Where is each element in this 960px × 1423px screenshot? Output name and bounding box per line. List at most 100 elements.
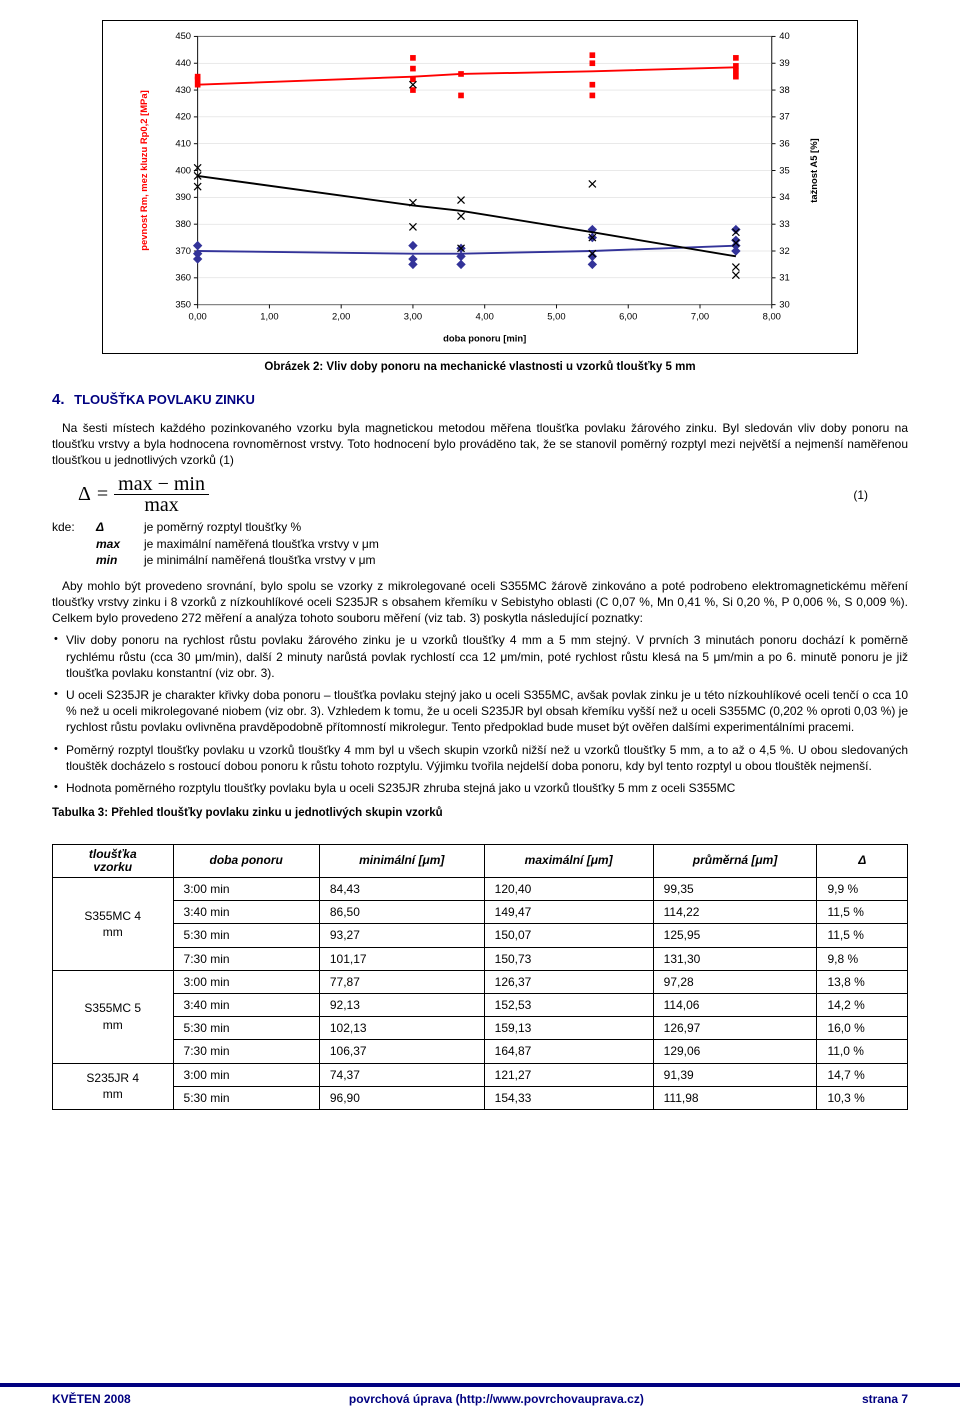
- table-row: 7:30 min106,37164,87129,0611,0 %: [53, 1040, 908, 1063]
- table-cell: 126,97: [653, 1017, 817, 1040]
- paragraph-intro: Na šesti místech každého pozinkovaného v…: [52, 420, 908, 469]
- def-kde: kde:: [52, 519, 88, 535]
- finding-item: Hodnota poměrného rozptylu tloušťky povl…: [52, 780, 908, 796]
- table-cell: 114,06: [653, 993, 817, 1016]
- table-cell: 91,39: [653, 1063, 817, 1086]
- paragraph-compare: Aby mohlo být provedeno srovnání, bylo s…: [52, 578, 908, 627]
- table-row: 5:30 min96,90154,33111,9810,3 %: [53, 1086, 908, 1109]
- svg-text:370: 370: [175, 245, 191, 256]
- svg-text:390: 390: [175, 191, 191, 202]
- svg-text:35: 35: [779, 164, 789, 175]
- table-cell: 86,50: [319, 901, 484, 924]
- svg-text:34: 34: [779, 191, 789, 202]
- table-header: doba ponoru: [173, 844, 319, 877]
- table-cell: 152,53: [484, 993, 653, 1016]
- table-cell: 74,37: [319, 1063, 484, 1086]
- dual-axis-chart: 3503603703803904004104204304404503031323…: [109, 27, 851, 347]
- svg-text:doba ponoru [min]: doba ponoru [min]: [443, 332, 526, 343]
- svg-text:tažnost A5 [%]: tažnost A5 [%]: [808, 138, 819, 202]
- footer-date: KVĚTEN 2008: [52, 1391, 131, 1407]
- findings-list: Vliv doby ponoru na rychlost růstu povla…: [52, 632, 908, 796]
- table-cell: 9,9 %: [817, 878, 908, 901]
- svg-text:450: 450: [175, 30, 191, 41]
- table-row: S235JR 4mm3:00 min74,37121,2791,3914,7 %: [53, 1063, 908, 1086]
- table-cell: 14,2 %: [817, 993, 908, 1016]
- table-cell: 97,28: [653, 970, 817, 993]
- definition-list: kde: Δ je poměrný rozptyl tloušťky % max…: [52, 519, 908, 568]
- footer-page: strana 7: [862, 1391, 908, 1407]
- svg-text:8,00: 8,00: [763, 311, 781, 322]
- def-sym-max: max: [96, 536, 136, 552]
- svg-text:350: 350: [175, 298, 191, 309]
- delta-symbol: Δ: [78, 481, 91, 508]
- svg-text:4,00: 4,00: [476, 311, 494, 322]
- def-sym-delta: Δ: [96, 519, 136, 535]
- table-cell: 101,17: [319, 947, 484, 970]
- table-cell: 99,35: [653, 878, 817, 901]
- equation-number: (1): [853, 487, 908, 503]
- table-cell: 84,43: [319, 878, 484, 901]
- section-title: TLOUŠŤKA POVLAKU ZINKU: [74, 392, 255, 407]
- finding-item: U oceli S235JR je charakter křivky doba …: [52, 687, 908, 736]
- finding-item: Poměrný rozptyl tloušťky povlaku u vzork…: [52, 742, 908, 774]
- svg-text:39: 39: [779, 57, 789, 68]
- svg-text:360: 360: [175, 272, 191, 283]
- page-footer: KVĚTEN 2008 povrchová úprava (http://www…: [0, 1383, 960, 1423]
- fraction-denominator: max: [140, 495, 182, 515]
- svg-text:30: 30: [779, 298, 789, 309]
- table-cell: 5:30 min: [173, 1017, 319, 1040]
- table-row: S355MC 4mm3:00 min84,43120,4099,359,9 %: [53, 878, 908, 901]
- table-cell: 9,8 %: [817, 947, 908, 970]
- svg-text:440: 440: [175, 57, 191, 68]
- table-header: Δ: [817, 844, 908, 877]
- svg-text:2,00: 2,00: [332, 311, 350, 322]
- svg-text:33: 33: [779, 218, 789, 229]
- table-cell: 126,37: [484, 970, 653, 993]
- table-cell: 154,33: [484, 1086, 653, 1109]
- table-cell: 164,87: [484, 1040, 653, 1063]
- table-caption: Tabulka 3: Přehled tloušťky povlaku zink…: [52, 806, 908, 822]
- table-cell: 5:30 min: [173, 1086, 319, 1109]
- table-row: 3:40 min92,13152,53114,0614,2 %: [53, 993, 908, 1016]
- table-group-label: S355MC 5mm: [53, 970, 174, 1063]
- table-cell: 3:40 min: [173, 993, 319, 1016]
- svg-text:7,00: 7,00: [691, 311, 709, 322]
- svg-text:32: 32: [779, 245, 789, 256]
- table-cell: 7:30 min: [173, 1040, 319, 1063]
- table-header: minimální [μm]: [319, 844, 484, 877]
- svg-text:6,00: 6,00: [619, 311, 637, 322]
- svg-text:3,00: 3,00: [404, 311, 422, 322]
- table-cell: 150,07: [484, 924, 653, 947]
- def-text-min: je minimální naměřená tloušťka vrstvy v …: [144, 552, 376, 568]
- svg-text:430: 430: [175, 84, 191, 95]
- svg-text:5,00: 5,00: [547, 311, 565, 322]
- table-cell: 11,0 %: [817, 1040, 908, 1063]
- table-cell: 111,98: [653, 1086, 817, 1109]
- svg-text:31: 31: [779, 272, 789, 283]
- table-cell: 106,37: [319, 1040, 484, 1063]
- table-cell: 121,27: [484, 1063, 653, 1086]
- table-row: 3:40 min86,50149,47114,2211,5 %: [53, 901, 908, 924]
- table-cell: 11,5 %: [817, 924, 908, 947]
- fraction: max − min max: [114, 474, 209, 515]
- table-cell: 159,13: [484, 1017, 653, 1040]
- def-text-max: je maximální naměřená tloušťka vrstvy v …: [144, 536, 379, 552]
- formula-delta: Δ = max − min max (1): [78, 474, 908, 515]
- svg-text:38: 38: [779, 84, 789, 95]
- table-cell: 92,13: [319, 993, 484, 1016]
- table-row: 5:30 min93,27150,07125,9511,5 %: [53, 924, 908, 947]
- section-number: 4.: [52, 391, 65, 408]
- section-heading: 4. TLOUŠŤKA POVLAKU ZINKU: [52, 390, 908, 410]
- table-group-label: S235JR 4mm: [53, 1063, 174, 1109]
- def-sym-min: min: [96, 552, 136, 568]
- table-cell: 3:00 min: [173, 1063, 319, 1086]
- svg-text:40: 40: [779, 30, 789, 41]
- table-cell: 3:40 min: [173, 901, 319, 924]
- svg-text:1,00: 1,00: [260, 311, 278, 322]
- table-header: průměrná [μm]: [653, 844, 817, 877]
- thickness-table: tloušťkavzorkudoba ponoruminimální [μm]m…: [52, 844, 908, 1110]
- table-cell: 93,27: [319, 924, 484, 947]
- table-cell: 11,5 %: [817, 901, 908, 924]
- table-cell: 96,90: [319, 1086, 484, 1109]
- table-cell: 102,13: [319, 1017, 484, 1040]
